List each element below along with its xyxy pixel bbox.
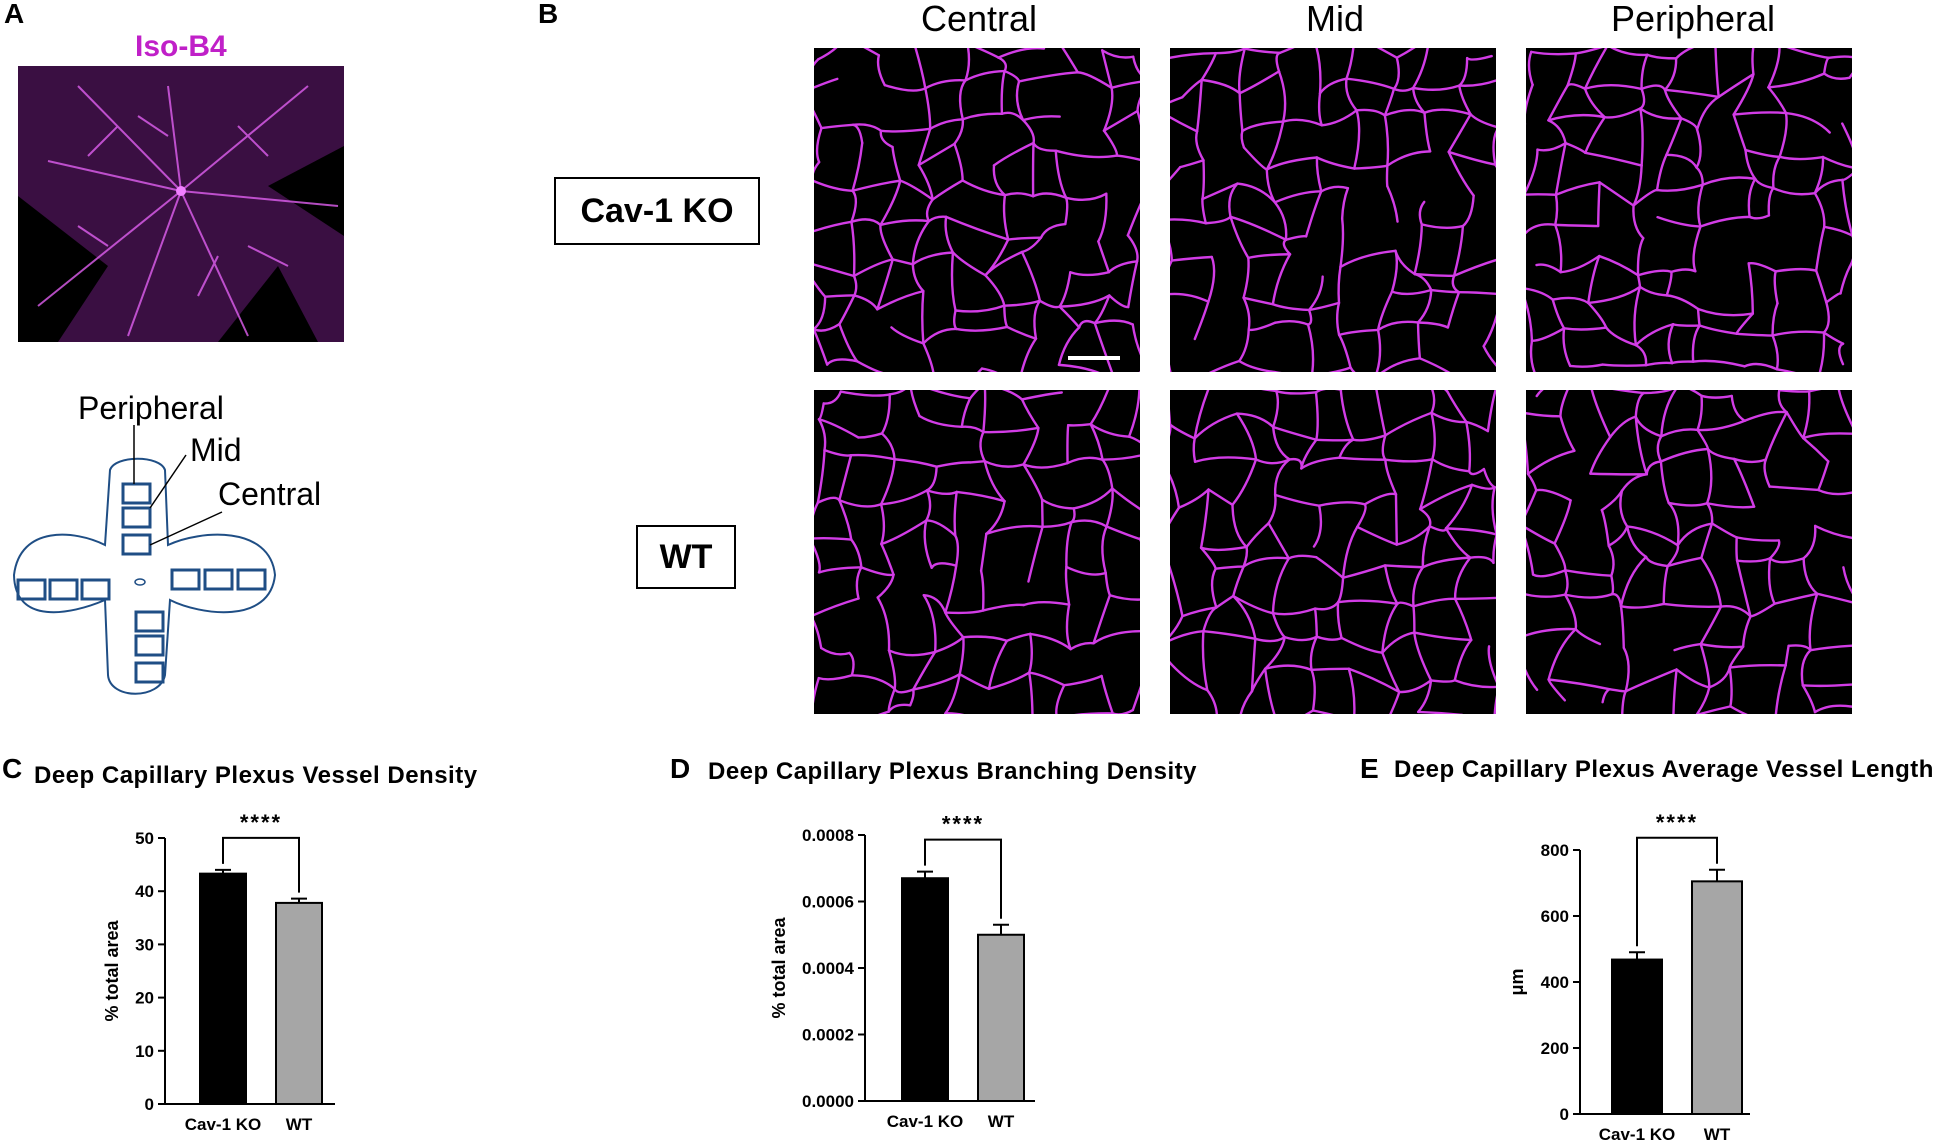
panel-label-d: D	[670, 753, 691, 784]
x-category-label: WT	[1704, 1125, 1731, 1144]
y-tick-label: 0.0002	[802, 1026, 854, 1045]
x-category-label: Cav-1 KO	[887, 1112, 964, 1131]
bar-wt	[275, 901, 323, 1105]
chart-average-vessel-length: 0 200 400 600 800 μm Cav-1 KO WT ****	[1507, 810, 1750, 1144]
schematic-outline	[12, 457, 277, 695]
retina-flatmount-image	[18, 66, 344, 342]
vessel-network	[814, 48, 1140, 372]
bar-cav-1-ko	[199, 872, 247, 1105]
error-bar	[1629, 951, 1645, 960]
column-heading-peripheral: Peripheral	[1610, 0, 1776, 39]
error-bar	[291, 897, 307, 903]
x-category-label: Cav-1 KO	[185, 1115, 262, 1134]
retina-flatmount-drawing	[18, 66, 344, 342]
error-bar	[917, 870, 933, 879]
y-axis-label: % total area	[769, 916, 789, 1018]
panel-label-a: A	[4, 0, 25, 29]
chart-title-vessel-density: Deep Capillary Plexus Vessel Density	[34, 762, 478, 789]
chart-vessel-density: 0 10 20 30 40 50 % total area Cav-1 KO WT ****	[102, 810, 335, 1134]
micrograph-wt-peripheral	[1526, 390, 1852, 714]
error-bar	[1709, 868, 1725, 882]
significance-bracket	[1636, 836, 1718, 947]
y-axis-label: % total area	[102, 919, 122, 1021]
y-tick-label: 40	[135, 882, 154, 901]
y-tick-label: 600	[1541, 907, 1569, 926]
panel-label-e: E	[1360, 753, 1379, 784]
schematic-sample-boxes	[16, 482, 267, 684]
bar-cav-1-ko	[1611, 958, 1663, 1115]
schematic-label-central: Central	[218, 476, 322, 512]
panel-label-b: B	[538, 0, 559, 29]
significance-label: ****	[240, 810, 282, 835]
y-tick-label: 20	[135, 989, 154, 1008]
error-bar	[215, 868, 231, 874]
y-tick-label: 800	[1541, 841, 1569, 860]
vessel-network	[1170, 48, 1496, 372]
micrograph-cav1ko-central	[814, 48, 1140, 372]
chart-branching-density: 0.0000 0.0002 0.0004 0.0006 0.0008 % total ar…	[769, 812, 1035, 1131]
y-tick-label: 0	[1560, 1105, 1569, 1124]
y-tick-label: 200	[1541, 1039, 1569, 1058]
error-bar	[993, 923, 1009, 935]
schematic-label-mid: Mid	[190, 432, 242, 468]
stain-label: Iso-B4	[135, 30, 227, 63]
vessel-network	[1526, 390, 1852, 714]
scale-bar	[1068, 356, 1120, 360]
significance-bracket	[924, 838, 1002, 919]
significance-label: ****	[1656, 810, 1698, 835]
y-tick-label: 10	[135, 1042, 154, 1061]
y-tick-label: 0.0006	[802, 893, 854, 912]
bar-cav-1-ko	[901, 877, 949, 1102]
micrograph-wt-mid	[1170, 390, 1496, 714]
significance-label: ****	[942, 812, 984, 837]
row-label-wt: WT	[636, 525, 736, 589]
bar-wt	[977, 933, 1025, 1102]
chart-title-branching-density: Deep Capillary Plexus Branching Density	[708, 758, 1197, 785]
vessel-network	[1526, 48, 1852, 372]
vessel-network	[1170, 390, 1496, 714]
micrograph-cav1ko-peripheral	[1526, 48, 1852, 372]
y-tick-label: 50	[135, 829, 154, 848]
y-tick-label: 0.0004	[802, 959, 855, 978]
panel-label-c: C	[2, 753, 23, 784]
retina-schematic	[12, 425, 277, 695]
micrograph-wt-central	[814, 390, 1140, 714]
x-category-label: WT	[988, 1112, 1015, 1131]
y-tick-label: 0	[145, 1095, 154, 1114]
x-category-label: Cav-1 KO	[1599, 1125, 1676, 1144]
bar-wt	[1691, 880, 1743, 1115]
y-tick-label: 0.0008	[802, 826, 854, 845]
row-label-cav1-ko: Cav-1 KO	[554, 177, 760, 245]
schematic-label-peripheral: Peripheral	[78, 390, 224, 426]
column-heading-mid: Mid	[1305, 0, 1364, 39]
y-axis-label: μm	[1507, 968, 1527, 995]
significance-bracket	[222, 836, 300, 893]
vessel-network	[814, 390, 1140, 714]
y-tick-label: 0.0000	[802, 1092, 854, 1111]
x-category-label: WT	[286, 1115, 313, 1134]
micrograph-cav1ko-mid	[1170, 48, 1496, 372]
y-tick-label: 30	[135, 935, 154, 954]
y-tick-label: 400	[1541, 973, 1569, 992]
column-heading-central: Central	[920, 0, 1038, 39]
chart-title-average-vessel-length: Deep Capillary Plexus Average Vessel Len…	[1394, 756, 1934, 783]
